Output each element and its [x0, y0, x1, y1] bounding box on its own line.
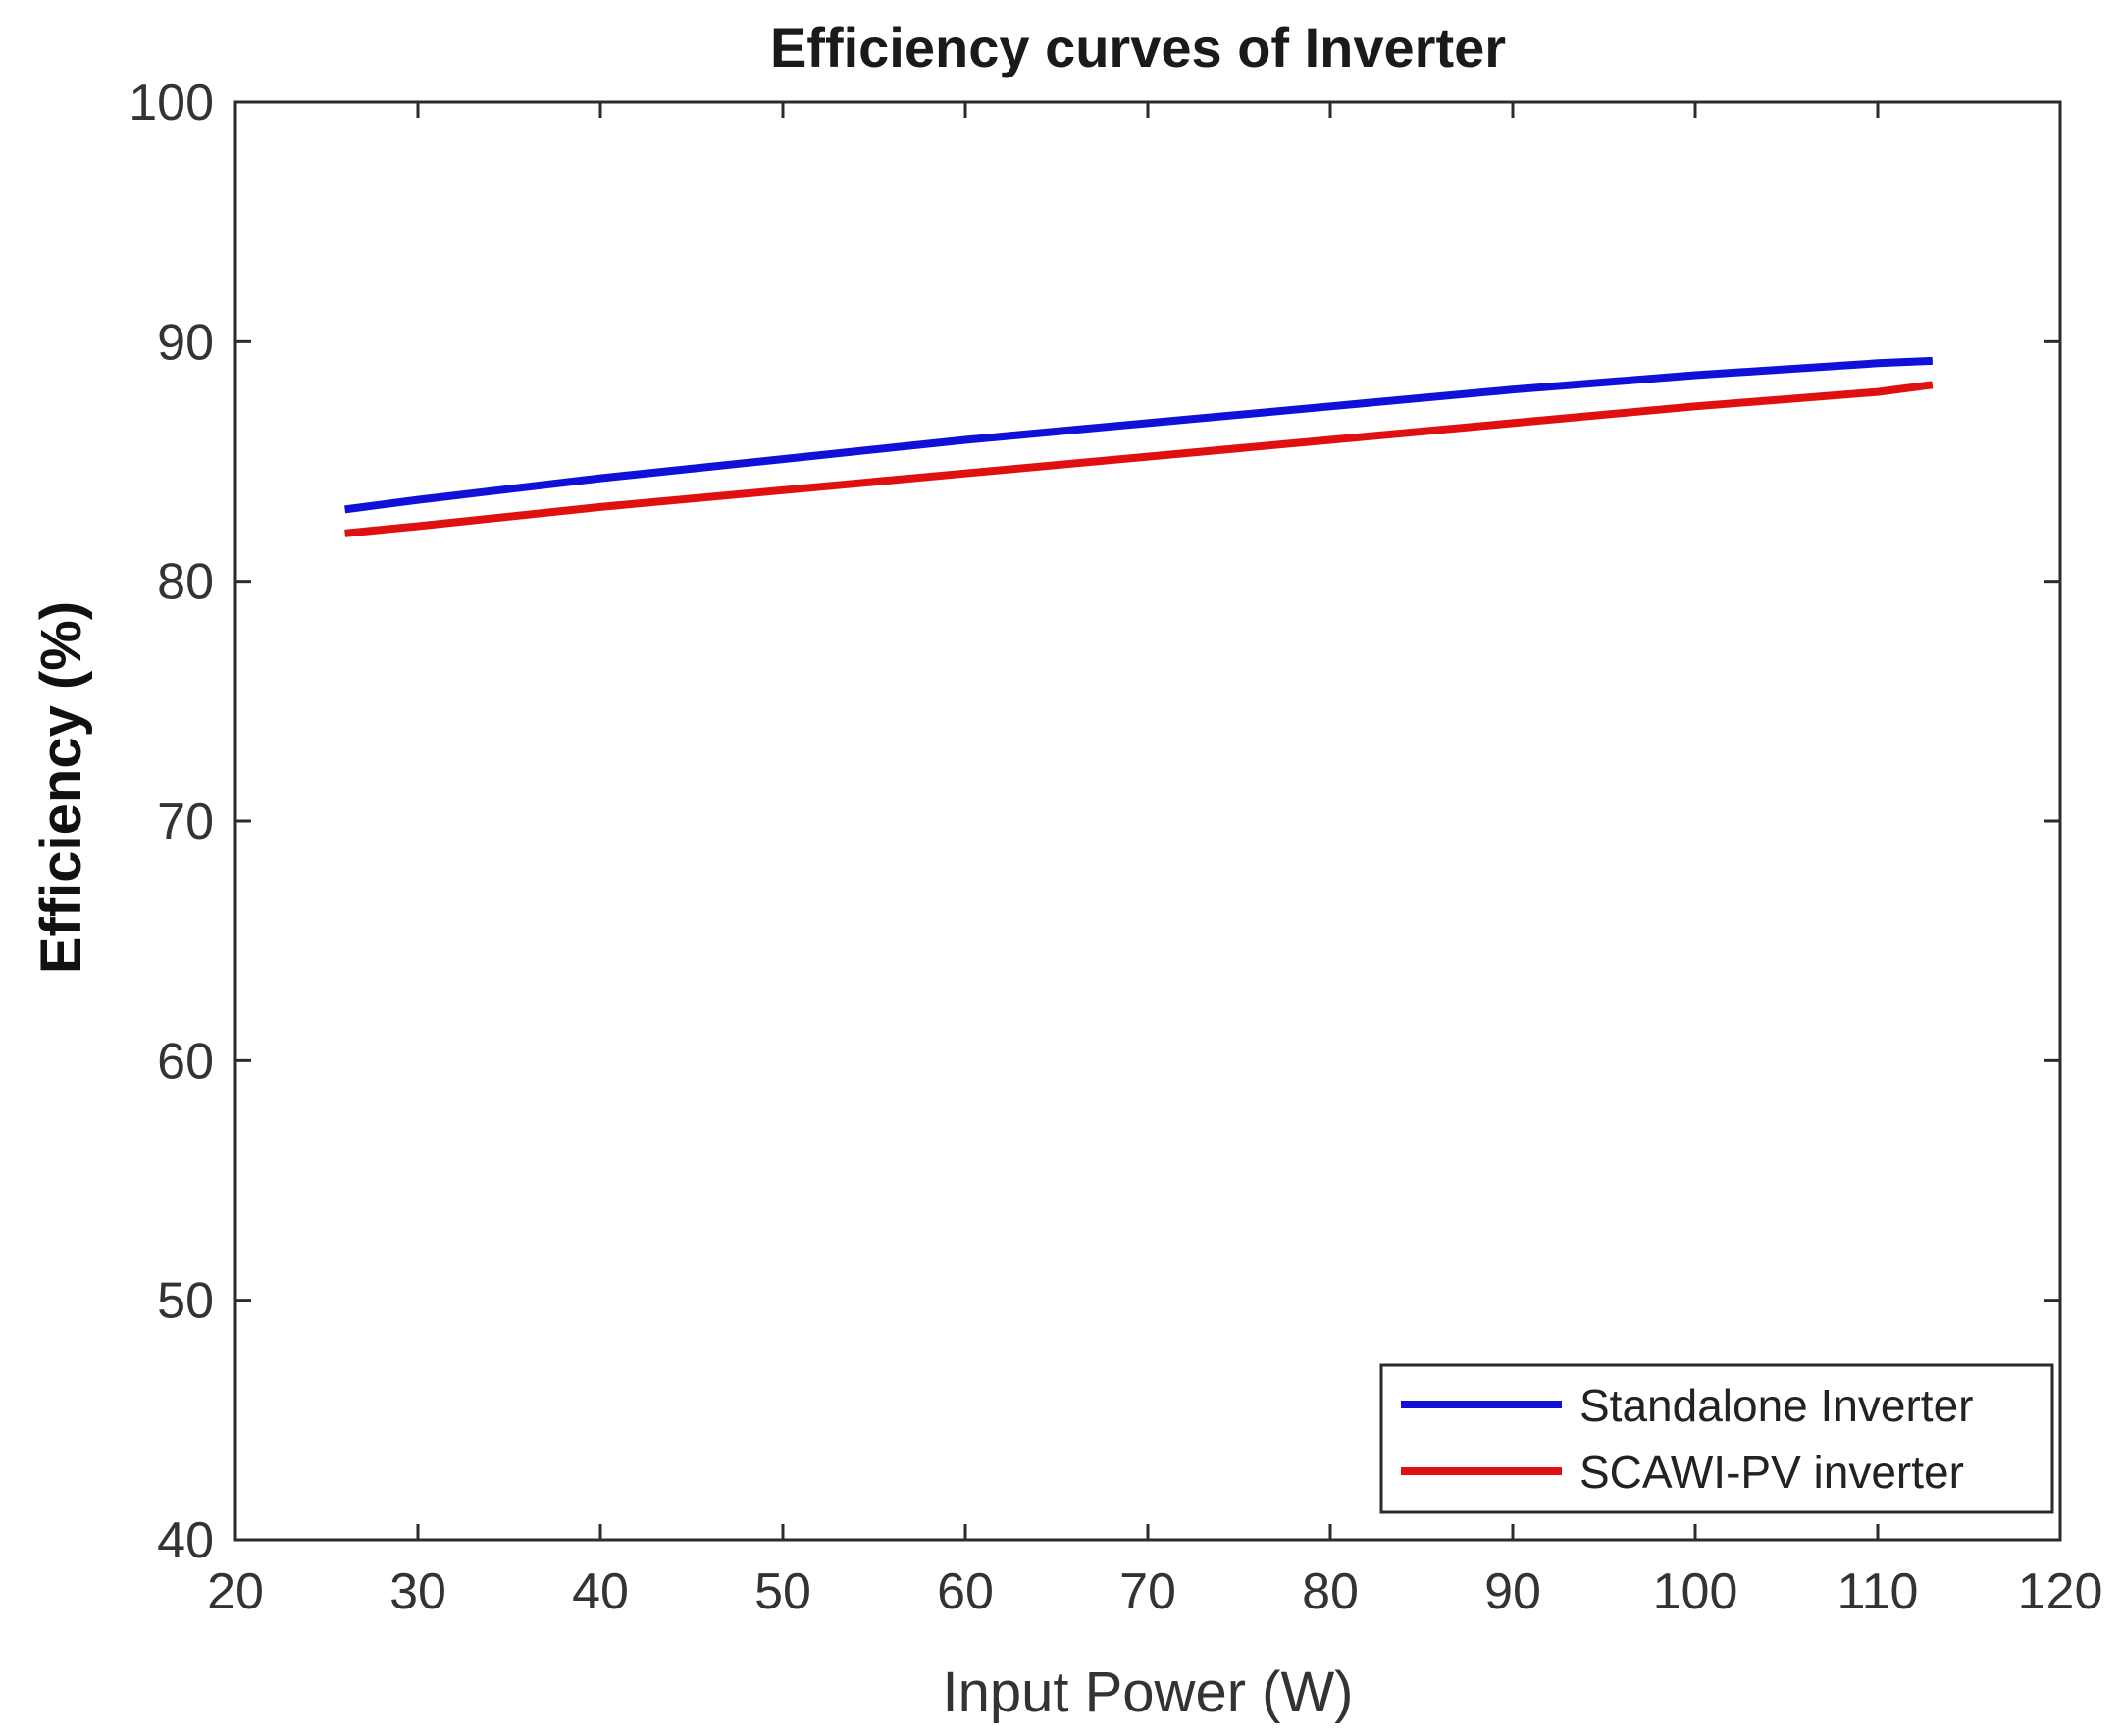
y-tick-label: 70 [157, 793, 214, 850]
legend: Standalone Inverter SCAWI-PV inverter [1379, 1363, 2054, 1514]
x-tick-label: 20 [207, 1563, 264, 1620]
x-tick-label: 70 [1119, 1563, 1176, 1620]
x-tick-label: 50 [754, 1563, 811, 1620]
y-tick-label: 40 [157, 1512, 214, 1569]
y-tick-label: 90 [157, 314, 214, 371]
x-tick-label: 90 [1484, 1563, 1541, 1620]
series-line-standalone [344, 356, 1933, 514]
x-tick-label: 120 [2018, 1563, 2103, 1620]
chart-title: Efficiency curves of Inverter [770, 17, 1506, 78]
legend-label-standalone: Standalone Inverter [1579, 1380, 1974, 1431]
legend-box [1379, 1363, 2054, 1514]
series-line-scawi [344, 381, 1934, 537]
x-tick-label: 110 [1837, 1563, 1919, 1620]
x-axis-label: Input Power (W) [943, 1660, 1354, 1724]
x-tick-label: 40 [572, 1563, 629, 1620]
y-tick-label: 50 [157, 1273, 214, 1330]
x-tick-label: 30 [389, 1563, 446, 1620]
y-tick-label: 80 [157, 554, 214, 611]
x-tick-label: 60 [937, 1563, 994, 1620]
plot-area [233, 100, 2062, 1542]
y-axis-label: Efficiency (%) [29, 601, 93, 974]
x-tick-label: 80 [1302, 1563, 1359, 1620]
y-tick-label: 60 [157, 1033, 214, 1090]
legend-label-scawi: SCAWI-PV inverter [1579, 1447, 1964, 1498]
x-tick-label: 100 [1653, 1563, 1738, 1620]
y-tick-label: 100 [129, 75, 214, 131]
